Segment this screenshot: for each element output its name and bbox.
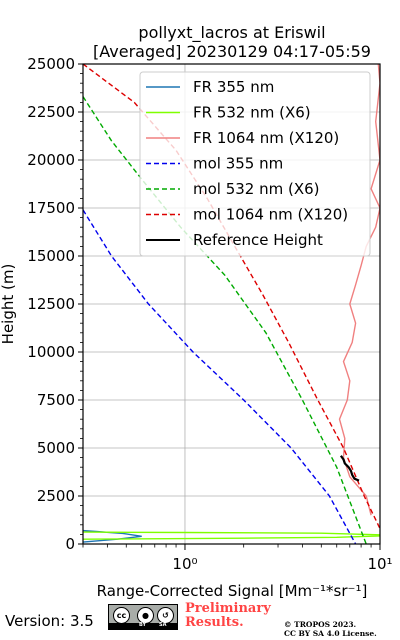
- chart-title-line2: [Averaged] 20230129 04:17-05:59: [93, 42, 371, 61]
- y-axis-label: Height (m): [0, 264, 17, 345]
- preliminary-line1: Preliminary: [185, 601, 271, 616]
- y-tick-label: 5000: [37, 439, 75, 457]
- y-tick-label: 10000: [27, 343, 75, 361]
- legend-label-5: mol 1064 nm (X120): [193, 206, 348, 224]
- legend-label-6: Reference Height: [193, 231, 323, 249]
- preliminary-notice: Preliminary Results.: [185, 602, 271, 630]
- legend: FR 355 nm FR 532 nm (X6) FR 1064 nm (X120)…: [139, 71, 371, 257]
- y-tick-label: 2500: [37, 487, 75, 505]
- legend-label-4: mol 532 nm (X6): [193, 180, 320, 198]
- chart-title-line1: pollyxt_lacros at Eriswil: [138, 23, 325, 43]
- y-tick-label: 12500: [27, 295, 75, 313]
- cc-by-text: BY: [139, 622, 147, 628]
- series-line-2: [338, 64, 380, 516]
- y-tick-label: 0: [65, 535, 75, 553]
- y-tick-label: 22500: [27, 103, 75, 121]
- series-line-6: [339, 455, 360, 482]
- y-tick-label: 17500: [27, 199, 75, 217]
- legend-label-1: FR 532 nm (X6): [193, 104, 311, 122]
- x-tick-label: 10⁰: [172, 555, 197, 573]
- y-tick-label: 7500: [37, 391, 75, 409]
- copyright-line2: CC BY SA 4.0 License.: [284, 629, 377, 638]
- x-axis-label: Range-Corrected Signal [Mm⁻¹*sr⁻¹]: [97, 582, 368, 600]
- preliminary-line2: Results.: [185, 615, 244, 630]
- ticks: 0 2500 5000 7500 10000 12500 15000 17500 20000 22…: [27, 55, 392, 573]
- legend-label-3: mol 355 nm: [193, 155, 283, 173]
- cc-sa-text: SA: [159, 622, 167, 628]
- cc-icon: cc: [113, 607, 130, 624]
- footer: Version: 3.5 cc ● ↺ BY SA Preliminary Re…: [0, 600, 400, 640]
- series-line-1: [83, 531, 380, 540]
- legend-box: [139, 71, 371, 257]
- version-label: Version: 3.5: [5, 612, 94, 630]
- legend-label-0: FR 355 nm: [193, 78, 274, 96]
- y-tick-label: 25000: [27, 55, 75, 73]
- cc-license-badge: cc ● ↺ BY SA: [108, 604, 178, 630]
- copyright: © TROPOS 2023. CC BY SA 4.0 License.: [284, 620, 377, 638]
- y-tick-label: 15000: [27, 247, 75, 265]
- copyright-line1: © TROPOS 2023.: [284, 620, 357, 629]
- y-tick-label: 20000: [27, 151, 75, 169]
- x-tick-label: 10¹: [367, 555, 392, 573]
- legend-label-2: FR 1064 nm (X120): [193, 129, 339, 147]
- series-line-3: [83, 209, 357, 544]
- series-line-4: [83, 96, 367, 544]
- cc-strip: BY SA: [109, 622, 177, 629]
- chart: pollyxt_lacros at Eriswil [Averaged] 202…: [0, 23, 393, 600]
